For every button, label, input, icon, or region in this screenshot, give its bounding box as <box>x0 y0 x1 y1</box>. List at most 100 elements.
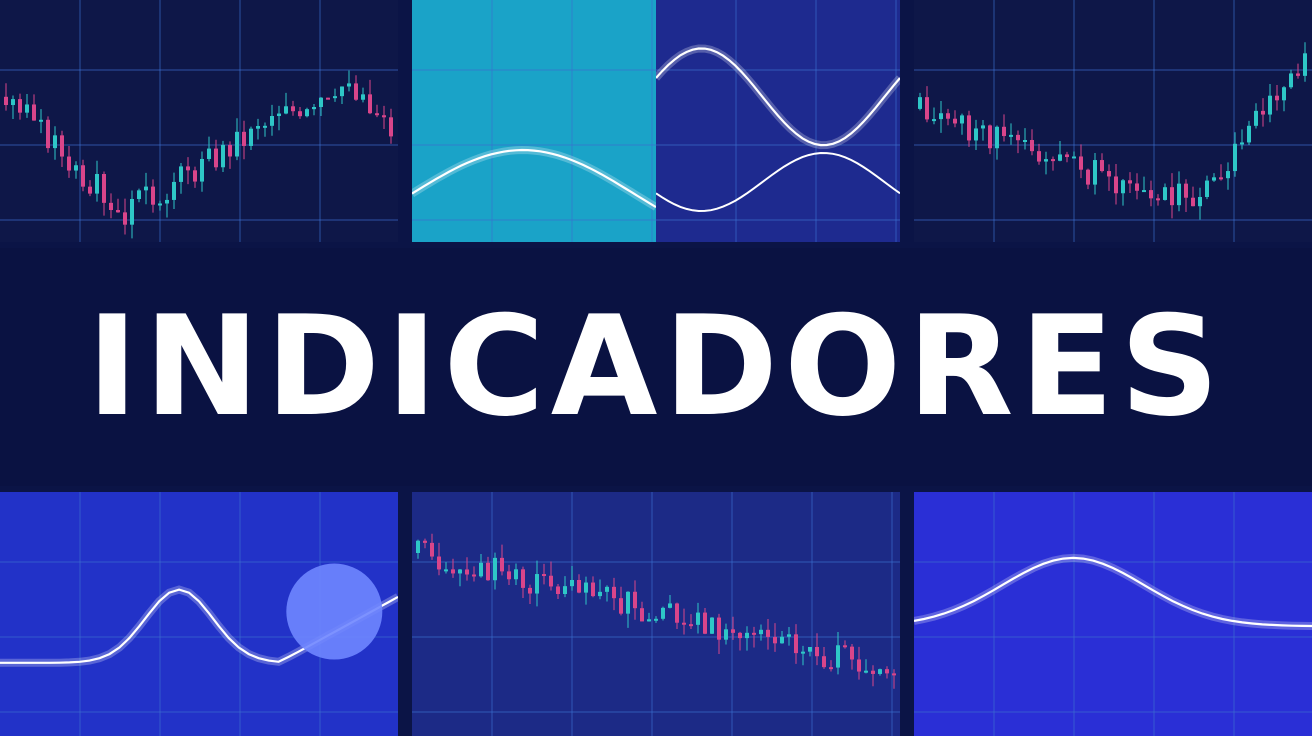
candle-body <box>354 83 358 100</box>
candle-body <box>74 165 78 171</box>
indicator-line <box>656 47 900 147</box>
candle-body <box>626 591 630 614</box>
candle-body <box>1191 197 1195 207</box>
candle-body <box>675 603 679 623</box>
candle-body <box>689 624 693 627</box>
indicator-line <box>412 148 656 209</box>
candle-body <box>822 656 826 668</box>
highlight-circle <box>286 563 383 660</box>
candle-body <box>333 96 337 99</box>
candle-body <box>570 579 574 587</box>
candle-body <box>256 126 260 129</box>
candle-body <box>752 632 756 635</box>
candle-body <box>437 556 441 570</box>
candle-body <box>1149 190 1153 199</box>
panel-background <box>914 0 1312 242</box>
candle-body <box>472 574 476 577</box>
candle-body <box>577 579 581 593</box>
panel-background <box>914 492 1312 736</box>
candle-body <box>801 651 805 654</box>
candle-body <box>4 96 8 106</box>
candle-body <box>1226 171 1230 179</box>
candle-body <box>960 115 964 124</box>
candle-body <box>857 659 861 672</box>
candle-body <box>493 557 497 581</box>
candle-body <box>563 586 567 594</box>
candle-body <box>1086 169 1090 185</box>
candle-body <box>1212 177 1216 181</box>
candle-body <box>661 607 665 619</box>
candle-body <box>974 128 978 141</box>
candle-body <box>368 94 372 114</box>
line-chart <box>412 0 656 242</box>
candle-body <box>1030 140 1034 152</box>
chart-panel-bottom-right <box>914 492 1312 736</box>
candle-body <box>710 617 714 634</box>
candle-body <box>1135 183 1139 191</box>
candle-body <box>995 126 999 149</box>
candle-body <box>507 571 511 580</box>
candle-body <box>836 645 840 668</box>
candle-body <box>67 156 71 171</box>
candle-body <box>1016 134 1020 141</box>
candle-body <box>423 540 427 543</box>
candle-body <box>1289 73 1293 88</box>
candle-body <box>1240 142 1244 145</box>
candle-body <box>1233 143 1237 172</box>
candle-body <box>479 562 483 577</box>
candle-body <box>612 586 616 599</box>
candle-body <box>668 603 672 608</box>
chart-panel-top-right <box>914 0 1312 242</box>
candle-body <box>584 582 588 593</box>
candle-body <box>1184 183 1188 198</box>
chart-panel-bottom-left <box>0 492 398 736</box>
panel-background <box>412 492 900 736</box>
candle-body <box>988 125 992 149</box>
candle-body <box>123 212 127 225</box>
candle-body <box>932 119 936 122</box>
candle-body <box>46 119 50 149</box>
candle-body <box>953 118 957 124</box>
candle-body <box>109 202 113 210</box>
candle-body <box>619 598 623 614</box>
candle-body <box>1009 134 1013 137</box>
candle-body <box>1114 176 1118 194</box>
candle-body <box>263 125 267 128</box>
candle-body <box>556 586 560 594</box>
candle-body <box>1219 177 1223 180</box>
candle-body <box>981 125 985 129</box>
candle-body <box>528 587 532 594</box>
candle-body <box>340 86 344 97</box>
candle-body <box>549 575 553 587</box>
candle-body <box>444 569 448 572</box>
candle-body <box>277 113 281 117</box>
candle-body <box>172 181 176 200</box>
candle-body <box>319 97 323 108</box>
candle-body <box>60 135 64 157</box>
line-chart <box>656 0 900 242</box>
candle-body <box>1093 160 1097 185</box>
candle-body <box>375 113 379 116</box>
candle-body <box>389 117 393 137</box>
page-title: INDICADORES <box>86 286 1226 447</box>
candle-body <box>214 148 218 168</box>
panel-background <box>412 0 656 242</box>
candle-body <box>766 629 770 637</box>
candle-body <box>39 119 43 122</box>
candle-body <box>745 632 749 639</box>
candle-body <box>815 646 819 657</box>
candle-body <box>179 166 183 182</box>
candle-body <box>1058 154 1062 161</box>
candlestick-chart <box>914 0 1312 242</box>
candle-body <box>347 83 351 87</box>
candle-body <box>235 131 239 157</box>
candle-body <box>717 617 721 640</box>
candle-body <box>647 619 651 622</box>
candlestick-chart <box>412 492 900 736</box>
candle-body <box>458 569 462 574</box>
candle-body <box>1296 73 1300 76</box>
candle-body <box>326 97 330 100</box>
candle-body <box>918 97 922 109</box>
candle-body <box>451 569 455 574</box>
candle-body <box>731 629 735 633</box>
